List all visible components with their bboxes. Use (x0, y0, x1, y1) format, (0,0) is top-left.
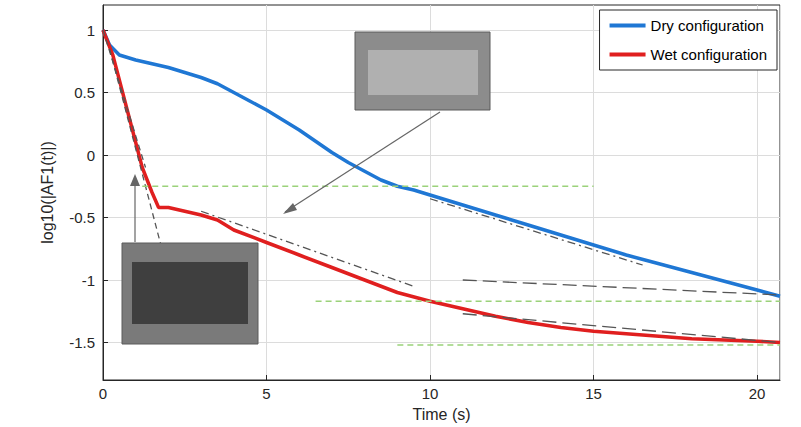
svg-text:Time (s): Time (s) (412, 406, 470, 423)
svg-text:0: 0 (99, 385, 107, 402)
svg-text:Wet configuration: Wet configuration (651, 46, 767, 63)
svg-text:-1.5: -1.5 (69, 334, 95, 351)
svg-text:15: 15 (585, 385, 602, 402)
svg-text:Dry configuration: Dry configuration (651, 17, 764, 34)
svg-text:0.5: 0.5 (74, 84, 95, 101)
svg-text:log10(|AF1(t)|): log10(|AF1(t)|) (39, 141, 56, 244)
svg-text:5: 5 (262, 385, 270, 402)
svg-text:-1: -1 (82, 272, 95, 289)
svg-text:0: 0 (87, 147, 95, 164)
svg-text:-0.5: -0.5 (69, 209, 95, 226)
svg-text:20: 20 (749, 385, 766, 402)
svg-text:1: 1 (87, 22, 95, 39)
svg-text:10: 10 (422, 385, 439, 402)
